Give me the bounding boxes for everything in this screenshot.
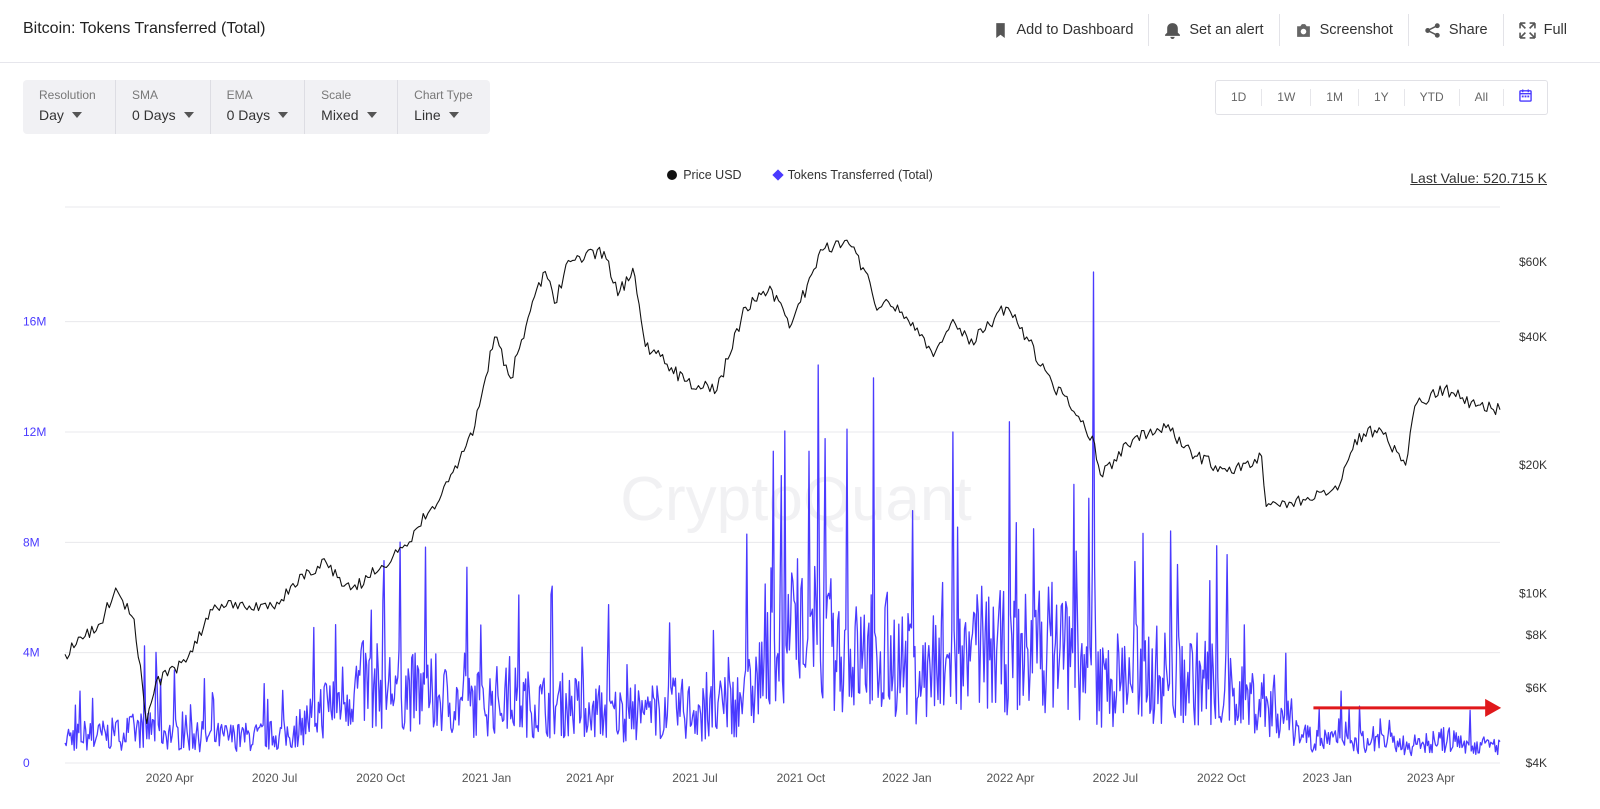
range-selector: 1D 1W 1M 1Y YTD All <box>1214 80 1548 115</box>
range-ytd-button[interactable]: YTD <box>1403 89 1459 106</box>
tokens-series-line <box>64 271 1501 757</box>
y-left-tick-label: 0 <box>23 756 30 770</box>
fullscreen-button[interactable]: Full <box>1502 14 1582 46</box>
camera-icon <box>1296 23 1310 37</box>
legend-price[interactable]: Price USD <box>667 168 742 182</box>
sma-label: SMA <box>132 88 159 102</box>
y-right-tick-label: $4K <box>1526 756 1547 770</box>
caret-down-icon <box>366 112 377 118</box>
x-tick-label: 2020 Apr <box>146 771 194 785</box>
scale-select[interactable]: Scale Mixed <box>304 80 397 134</box>
range-1m-button[interactable]: 1M <box>1310 89 1358 106</box>
caret-down-icon <box>448 112 459 118</box>
x-tick-label: 2021 Jul <box>672 771 717 785</box>
x-tick-label: 2021 Apr <box>566 771 614 785</box>
screenshot-button[interactable]: Screenshot <box>1278 14 1408 46</box>
y-right-tick-label: $10K <box>1519 586 1547 600</box>
bookmark-icon <box>995 22 1005 38</box>
x-tick-label: 2022 Oct <box>1197 771 1246 785</box>
range-all-button[interactable]: All <box>1458 89 1503 106</box>
bell-icon <box>1165 22 1181 39</box>
x-tick-label: 2021 Jan <box>462 771 511 785</box>
legend-tokens-label: Tokens Transferred (Total) <box>787 168 933 182</box>
scale-label: Scale <box>321 88 352 102</box>
resolution-value: Day <box>39 107 64 123</box>
set-alert-label: Set an alert <box>1189 22 1264 38</box>
y-right-tick-label: $20K <box>1519 458 1547 472</box>
range-1d-button[interactable]: 1D <box>1230 90 1247 104</box>
ema-label: EMA <box>226 88 253 102</box>
x-tick-label: 2022 Jan <box>882 771 931 785</box>
chart-header: Bitcoin: Tokens Transferred (Total) Add … <box>0 0 1600 63</box>
y-right-tick-label: $8K <box>1526 628 1547 642</box>
ema-select[interactable]: EMA 0 Days <box>209 80 305 134</box>
share-button[interactable]: Share <box>1407 14 1503 46</box>
chart-type-label: Chart Type <box>414 88 473 102</box>
x-tick-label: 2023 Jan <box>1303 771 1352 785</box>
add-to-dashboard-button[interactable]: Add to Dashboard <box>977 14 1149 46</box>
screenshot-label: Screenshot <box>1319 22 1393 38</box>
resolution-label: Resolution <box>39 88 96 102</box>
caret-down-icon <box>183 112 194 118</box>
x-tick-label: 2022 Apr <box>987 771 1035 785</box>
chart-type-value: Line <box>414 107 441 123</box>
watermark: CryptoQuant <box>620 465 972 534</box>
share-icon <box>1425 22 1440 38</box>
fullscreen-icon <box>1518 21 1536 39</box>
add-to-dashboard-label: Add to Dashboard <box>1016 22 1134 38</box>
last-value: Last Value: 520.715 K <box>1410 170 1547 186</box>
sma-value: 0 Days <box>132 107 176 123</box>
ema-value: 0 Days <box>226 107 271 123</box>
chart-controls: Resolution Day SMA 0 Days EMA 0 Days Sca… <box>23 80 491 134</box>
range-1w-button[interactable]: 1W <box>1261 89 1310 106</box>
calendar-button[interactable] <box>1503 89 1547 106</box>
price-series-line <box>64 239 1501 725</box>
x-tick-label: 2020 Oct <box>356 771 405 785</box>
legend-price-label: Price USD <box>683 168 742 182</box>
y-right-tick-label: $60K <box>1519 255 1547 269</box>
chart-type-select[interactable]: Chart Type Line <box>397 80 490 134</box>
y-left-tick-label: 8M <box>23 535 40 549</box>
price-legend-marker <box>667 170 678 180</box>
x-tick-label: 2023 Apr <box>1407 771 1455 785</box>
set-alert-button[interactable]: Set an alert <box>1148 14 1278 46</box>
x-tick-label: 2022 Jul <box>1093 771 1138 785</box>
calendar-icon <box>1519 89 1532 102</box>
legend-tokens[interactable]: Tokens Transferred (Total) <box>771 168 933 182</box>
caret-down-icon <box>278 112 289 118</box>
sma-select[interactable]: SMA 0 Days <box>115 80 210 134</box>
scale-value: Mixed <box>321 107 359 123</box>
page-title: Bitcoin: Tokens Transferred (Total) <box>23 20 266 37</box>
y-right-tick-label: $40K <box>1519 330 1547 344</box>
share-label: Share <box>1448 22 1488 38</box>
y-right-tick-label: $6K <box>1526 681 1547 695</box>
y-left-tick-label: 16M <box>23 315 46 329</box>
y-left-tick-label: 4M <box>23 646 40 660</box>
range-1y-button[interactable]: 1Y <box>1357 89 1404 106</box>
x-tick-label: 2020 Jul <box>252 771 297 785</box>
trend-arrow-head <box>1485 698 1502 717</box>
header-actions: Add to Dashboard Set an alert Screenshot… <box>977 14 1583 46</box>
x-tick-label: 2021 Oct <box>777 771 826 785</box>
caret-down-icon <box>71 112 82 118</box>
y-left-tick-label: 12M <box>23 425 46 439</box>
chart-legend: Price USD Tokens Transferred (Total) <box>0 168 1600 182</box>
resolution-select[interactable]: Resolution Day <box>23 80 115 134</box>
fullscreen-label: Full <box>1543 22 1567 38</box>
